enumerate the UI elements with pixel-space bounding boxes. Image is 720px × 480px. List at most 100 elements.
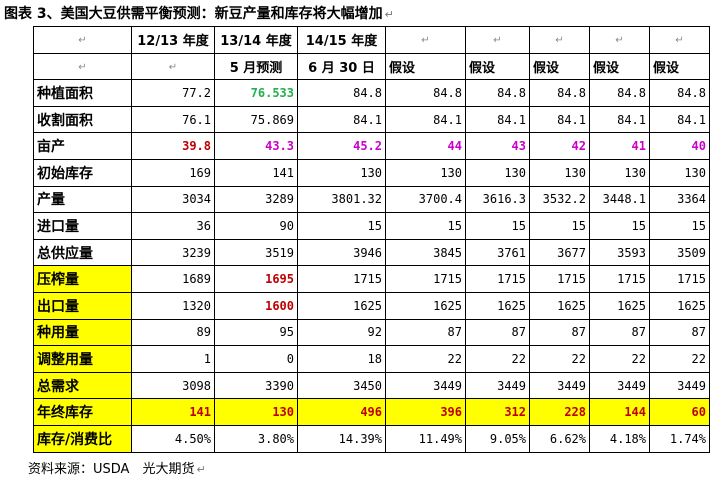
figure-title: 图表 3、美国大豆供需平衡预测：新豆产量和库存将大幅增加 ↵: [4, 4, 394, 24]
table-cell: 1715: [297, 265, 386, 293]
table-cell: 41: [589, 132, 650, 160]
cell-value: 6.62%: [549, 431, 586, 446]
table-cell: 1: [131, 345, 215, 373]
row-label: 出口量: [33, 291, 132, 320]
cell-value: 496: [360, 405, 382, 420]
cell-value: 90: [279, 218, 294, 233]
table-cell: 144: [589, 398, 650, 426]
table-cell: 95: [214, 318, 298, 347]
cell-value: 3616.3: [482, 192, 526, 207]
table-cell: 4.50%: [131, 424, 215, 453]
cell-value: 3098: [182, 378, 211, 393]
table-row: 库存/消费比 4.50% 3.80% 14.39% 11.49% 9.05% 6.62% 4.…: [33, 424, 710, 453]
cell-value: 3509: [677, 245, 706, 260]
cell-value: 84.1: [557, 112, 586, 127]
source-note: 资料来源：USDA 光大期货 ↵: [28, 458, 206, 477]
table-cell: 11.49%: [385, 424, 466, 453]
table-row: 进口量 36 90 15 15 15 15 15 15: [33, 212, 710, 240]
table-cell: 87: [649, 318, 710, 347]
table-cell: 130: [529, 158, 590, 187]
table-cell: 60: [649, 398, 710, 426]
table-cell: 84.1: [385, 105, 466, 134]
source-text: 资料来源：USDA 光大期货: [28, 462, 195, 477]
table-cell: 1625: [589, 291, 650, 320]
table-cell: 42: [529, 132, 590, 160]
table-cell: 1689: [131, 265, 215, 293]
cell-value: 1625: [557, 298, 586, 313]
cell-value: 130: [624, 165, 646, 180]
table-cell: 75.869: [214, 105, 298, 134]
cell-value: 87: [571, 325, 586, 340]
cell-value: 3239: [182, 245, 211, 260]
table-row: 亩产 39.8 43.3 45.2 44 43 42 41 40: [33, 132, 710, 160]
table-cell: 130: [297, 158, 386, 187]
table-cell: 87: [529, 318, 590, 347]
cell-value: 22: [691, 351, 706, 366]
table-cell: 0: [214, 345, 298, 373]
table-cell: 84.8: [529, 79, 590, 107]
cell-value: 84.8: [497, 85, 526, 100]
table-cell: 87: [385, 318, 466, 347]
cell-value: 36: [196, 218, 211, 233]
table-row: 收割面积 76.1 75.869 84.1 84.1 84.1 84.1 84.1 84.1: [33, 105, 710, 134]
table-cell: 40: [649, 132, 710, 160]
table-cell: 3448.1: [589, 185, 650, 214]
header-empty: ↵: [529, 26, 590, 54]
table-cell: 84.1: [589, 105, 650, 134]
cell-value: 3519: [265, 245, 294, 260]
table-cell: 1715: [529, 265, 590, 293]
cell-value: 84.1: [677, 112, 706, 127]
row-label: 种植面积: [33, 79, 132, 107]
table-cell: 84.1: [297, 105, 386, 134]
table-cell: 84.8: [649, 79, 710, 107]
cell-value: 1600: [265, 298, 294, 313]
table-cell: 3390: [214, 371, 298, 400]
cell-value: 41: [631, 139, 646, 154]
table-cell: 130: [214, 398, 298, 426]
header-forecast-may: 5 月预测: [214, 52, 298, 81]
cell-value: 130: [684, 165, 706, 180]
cell-value: 3946: [353, 245, 382, 260]
cell-value: 3593: [617, 245, 646, 260]
table-cell: 141: [214, 158, 298, 187]
table-cell: 3761: [465, 238, 530, 267]
header-year-1213: 12/13 年度: [131, 26, 215, 54]
cell-value: 15: [571, 218, 586, 233]
table-cell: 1.74%: [649, 424, 710, 453]
cell-value: 1715: [497, 272, 526, 287]
row-label: 产量: [33, 185, 132, 214]
paragraph-mark: ↵: [384, 8, 394, 21]
table-cell: 496: [297, 398, 386, 426]
table-cell: 396: [385, 398, 466, 426]
cell-value: 3450: [353, 378, 382, 393]
table-cell: 3532.2: [529, 185, 590, 214]
row-label: 进口量: [33, 212, 132, 240]
table-cell: 3700.4: [385, 185, 466, 214]
table-cell: 4.18%: [589, 424, 650, 453]
cell-value: 87: [691, 325, 706, 340]
cell-value: 3845: [433, 245, 462, 260]
cell-value: 3390: [265, 378, 294, 393]
table-cell: 3034: [131, 185, 215, 214]
cell-value: 144: [624, 405, 646, 420]
table-cell: 3519: [214, 238, 298, 267]
table-cell: 1625: [465, 291, 530, 320]
table-cell: 18: [297, 345, 386, 373]
header-empty: ↵: [465, 26, 530, 54]
header-assumption: 假设: [589, 52, 650, 81]
table-cell: 1715: [649, 265, 710, 293]
table-cell: 3509: [649, 238, 710, 267]
table-cell: 130: [589, 158, 650, 187]
table-cell: 1625: [385, 291, 466, 320]
cell-value: 3761: [497, 245, 526, 260]
table-row: 年终库存 141 130 496 396 312 228 144 60: [33, 398, 710, 426]
table-cell: 3677: [529, 238, 590, 267]
cell-value: 3801.32: [331, 192, 382, 207]
table-cell: 92: [297, 318, 386, 347]
header-empty: ↵: [589, 26, 650, 54]
table-cell: 76.533: [214, 79, 298, 107]
cell-value: 3700.4: [418, 192, 462, 207]
cell-value: 77.2: [182, 85, 211, 100]
table-row: 调整用量 1 0 18 22 22 22 22 22: [33, 345, 710, 373]
row-label: 压榨量: [33, 265, 132, 293]
